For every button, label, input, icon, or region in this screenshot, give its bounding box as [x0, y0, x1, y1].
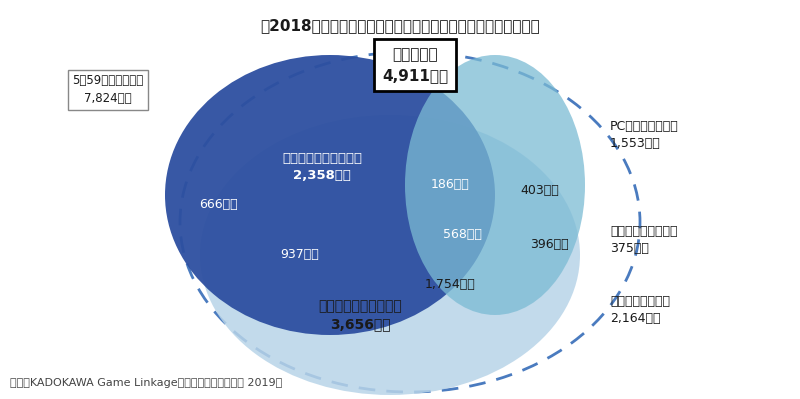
- Text: アプリゲームユーザー
3,656万人: アプリゲームユーザー 3,656万人: [318, 299, 402, 331]
- Text: ゲーム潜在ユーザー
375万人: ゲーム潜在ユーザー 375万人: [610, 225, 678, 255]
- Text: 5～59歳（母集団）
7,824万人: 5～59歳（母集団） 7,824万人: [72, 75, 144, 105]
- Text: 1,754万人: 1,754万人: [425, 279, 475, 292]
- Ellipse shape: [405, 55, 585, 315]
- Text: 403万人: 403万人: [520, 184, 558, 196]
- Text: 家庭用ゲームユーザー
2,358万人: 家庭用ゲームユーザー 2,358万人: [282, 152, 362, 182]
- Text: 568万人: 568万人: [442, 229, 482, 241]
- Text: PCゲームユーザー
1,553万人: PCゲームユーザー 1,553万人: [610, 120, 678, 150]
- Text: 186万人: 186万人: [430, 178, 470, 192]
- Text: ゲーム人口
4,911万人: ゲーム人口 4,911万人: [382, 47, 448, 83]
- Text: 資料：KADOKAWA Game Linkage「ファミ通ゲーム白書 2019」: 資料：KADOKAWA Game Linkage「ファミ通ゲーム白書 2019」: [10, 378, 282, 388]
- Ellipse shape: [200, 115, 580, 395]
- Ellipse shape: [165, 55, 495, 335]
- Text: 666万人: 666万人: [198, 198, 238, 211]
- Text: 非ゲームユーザー
2,164万人: 非ゲームユーザー 2,164万人: [610, 295, 670, 325]
- Text: 。2018年国内　メインゲーム環境別　ゲームユーザー分布図〃: 。2018年国内 メインゲーム環境別 ゲームユーザー分布図〃: [260, 18, 540, 33]
- Text: 396万人: 396万人: [530, 239, 569, 251]
- Text: 937万人: 937万人: [281, 249, 319, 261]
